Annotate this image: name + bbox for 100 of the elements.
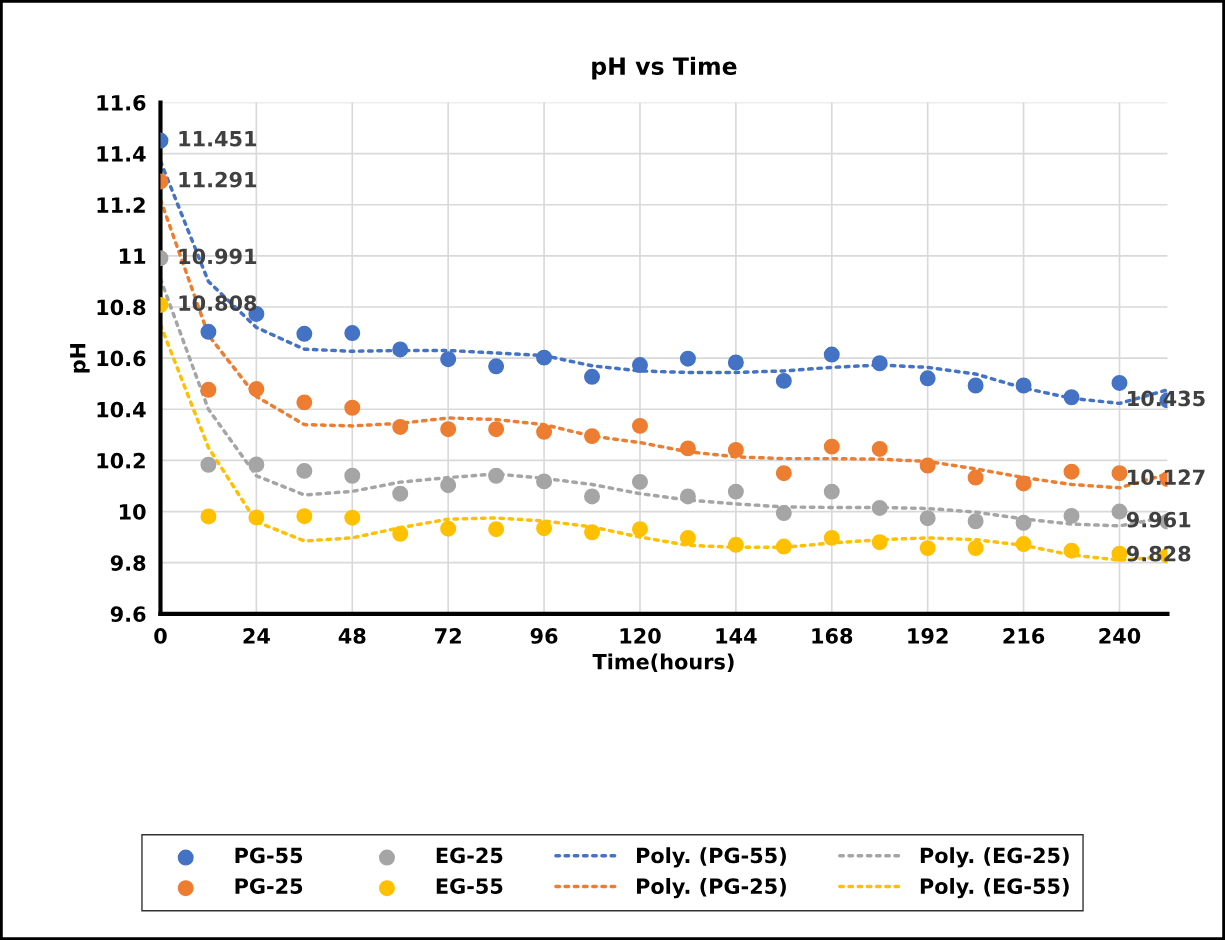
point	[631, 357, 648, 374]
y-tick-label: 10.6	[97, 350, 146, 367]
point	[392, 485, 409, 502]
point	[488, 358, 505, 375]
x-tick-label: 24	[243, 628, 270, 644]
point	[679, 350, 696, 367]
data-label: 11.291	[179, 171, 257, 188]
point	[1015, 377, 1032, 394]
point	[919, 370, 936, 387]
point	[488, 421, 505, 438]
x-tick-label: 96	[530, 628, 558, 644]
y-tick-label: 11.4	[97, 146, 146, 162]
point	[1063, 463, 1080, 480]
point	[344, 509, 361, 526]
point	[679, 488, 696, 505]
point	[200, 381, 217, 398]
point	[919, 540, 936, 557]
x-tick-label: 72	[435, 628, 461, 644]
point	[823, 346, 840, 363]
point	[1111, 545, 1128, 562]
legend-label: Poly. (PG-55)	[637, 847, 786, 868]
y-tick-label: 9.8	[110, 555, 146, 571]
point	[584, 368, 601, 385]
point	[296, 325, 313, 342]
legend-label: PG-55	[235, 847, 303, 864]
point	[871, 499, 888, 516]
point	[823, 529, 840, 546]
point	[775, 538, 792, 555]
point	[919, 510, 936, 527]
point	[1063, 542, 1080, 559]
y-tick-label: 10	[119, 504, 146, 520]
point	[967, 377, 984, 394]
x-tick-label: 216	[1003, 628, 1045, 644]
point	[1111, 465, 1128, 482]
point	[488, 467, 505, 484]
chart-title: pH vs Time	[592, 56, 737, 80]
x-tick-label: 0	[154, 628, 167, 644]
x-tick-label: 168	[812, 628, 853, 644]
x-tick-label: 120	[620, 628, 661, 644]
point	[248, 509, 265, 526]
point	[775, 505, 792, 522]
point	[248, 381, 265, 398]
point	[823, 483, 840, 500]
point	[440, 421, 457, 438]
point	[536, 520, 553, 537]
point	[1111, 374, 1128, 391]
y-tick-label: 11.2	[97, 197, 145, 213]
y-tick-label: 10.8	[97, 299, 146, 316]
point	[1063, 507, 1080, 524]
point	[392, 341, 409, 358]
y-tick-label: 10.4	[97, 401, 146, 418]
point	[584, 524, 601, 541]
y-tick-label: 9.6	[110, 606, 146, 623]
point	[967, 540, 984, 557]
point	[584, 488, 601, 505]
legend-label: EG-25	[436, 847, 503, 864]
y-tick-label: 11.6	[97, 94, 146, 111]
y-tick-label: 11	[119, 248, 146, 264]
data-label: 11.451	[179, 131, 257, 147]
point	[200, 323, 217, 340]
point	[871, 534, 888, 551]
legend-label: PG-25	[235, 878, 303, 894]
point	[296, 394, 313, 411]
point	[536, 349, 553, 366]
legend-label: Poly. (EG-25)	[920, 847, 1069, 868]
point	[536, 423, 553, 440]
point	[775, 372, 792, 389]
point	[871, 355, 888, 372]
point	[679, 440, 696, 457]
point	[727, 354, 744, 371]
data-label: 9.961	[1126, 511, 1191, 528]
x-tick-label: 240	[1099, 628, 1141, 644]
point	[392, 418, 409, 435]
point	[1015, 536, 1032, 552]
point	[392, 525, 409, 542]
point	[919, 457, 936, 474]
point	[823, 438, 840, 455]
point	[727, 536, 744, 553]
point	[631, 417, 648, 434]
point	[967, 469, 984, 486]
point	[584, 428, 601, 445]
point	[679, 529, 696, 546]
point	[871, 440, 888, 457]
point	[631, 521, 648, 538]
point	[200, 456, 217, 473]
legend-label: Poly. (PG-25)	[637, 877, 786, 899]
x-tick-label: 192	[908, 628, 948, 644]
point	[344, 399, 361, 416]
point	[1015, 514, 1032, 531]
point	[440, 520, 457, 537]
x-tick-label: 144	[716, 628, 757, 644]
point	[200, 508, 217, 525]
x-axis-title: Time(hours)	[592, 653, 734, 672]
x-tick-label: 48	[338, 628, 366, 644]
point	[727, 483, 744, 500]
point	[440, 477, 457, 494]
legend-label: EG-55	[436, 878, 503, 894]
point	[488, 521, 505, 538]
point	[296, 462, 313, 479]
point	[727, 441, 744, 458]
